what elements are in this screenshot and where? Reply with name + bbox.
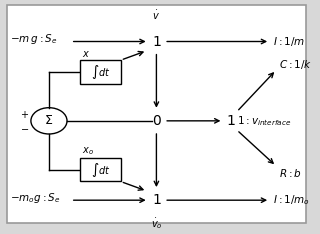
Text: $I : 1/m_o$: $I : 1/m_o$ [273,193,310,207]
Text: $\Sigma$: $\Sigma$ [44,114,53,127]
Bar [80,60,121,84]
Text: $x_o$: $x_o$ [82,145,93,157]
Text: $\int dt$: $\int dt$ [91,63,110,81]
Text: $\dot{v}$: $\dot{v}$ [152,9,160,22]
FancyBboxPatch shape [7,5,306,223]
Text: 1: 1 [152,34,161,48]
Bar [80,158,121,182]
Text: $R : b$: $R : b$ [279,167,302,179]
Text: $+$: $+$ [20,110,29,121]
Text: 1: 1 [227,114,236,128]
Text: $-m_og : S_e$: $-m_og : S_e$ [10,191,60,205]
Text: $\dot{v}_o$: $\dot{v}_o$ [150,216,162,231]
Text: $-$: $-$ [20,123,29,133]
Text: 1: 1 [152,193,161,207]
Text: $x$: $x$ [82,49,90,59]
Text: 0: 0 [152,114,161,128]
Text: $I : 1/m$: $I : 1/m$ [273,35,305,48]
Text: $C : 1/k$: $C : 1/k$ [279,58,313,71]
Text: $\int dt$: $\int dt$ [91,161,110,179]
Text: $1 : v_{interface}$: $1 : v_{interface}$ [237,114,291,128]
Text: $-m\,g : S_e$: $-m\,g : S_e$ [10,32,57,46]
